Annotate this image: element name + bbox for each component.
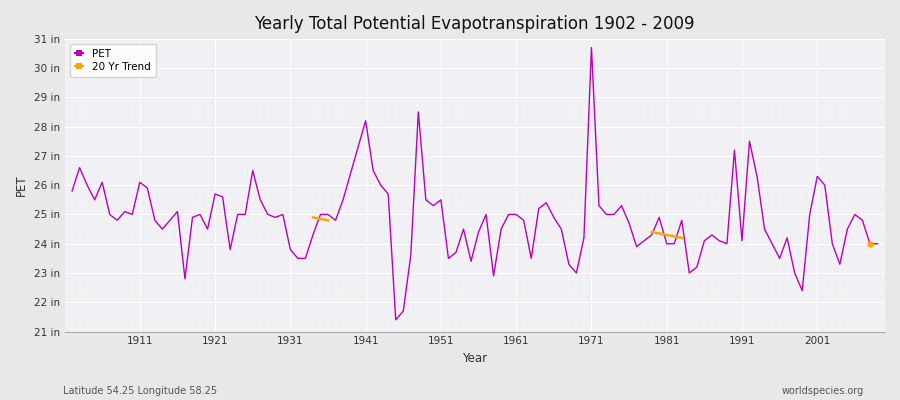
Y-axis label: PET: PET — [15, 174, 28, 196]
Legend: PET, 20 Yr Trend: PET, 20 Yr Trend — [70, 44, 156, 78]
Text: worldspecies.org: worldspecies.org — [782, 386, 864, 396]
Text: Latitude 54.25 Longitude 58.25: Latitude 54.25 Longitude 58.25 — [63, 386, 217, 396]
Title: Yearly Total Potential Evapotranspiration 1902 - 2009: Yearly Total Potential Evapotranspiratio… — [255, 15, 695, 33]
X-axis label: Year: Year — [463, 352, 487, 365]
